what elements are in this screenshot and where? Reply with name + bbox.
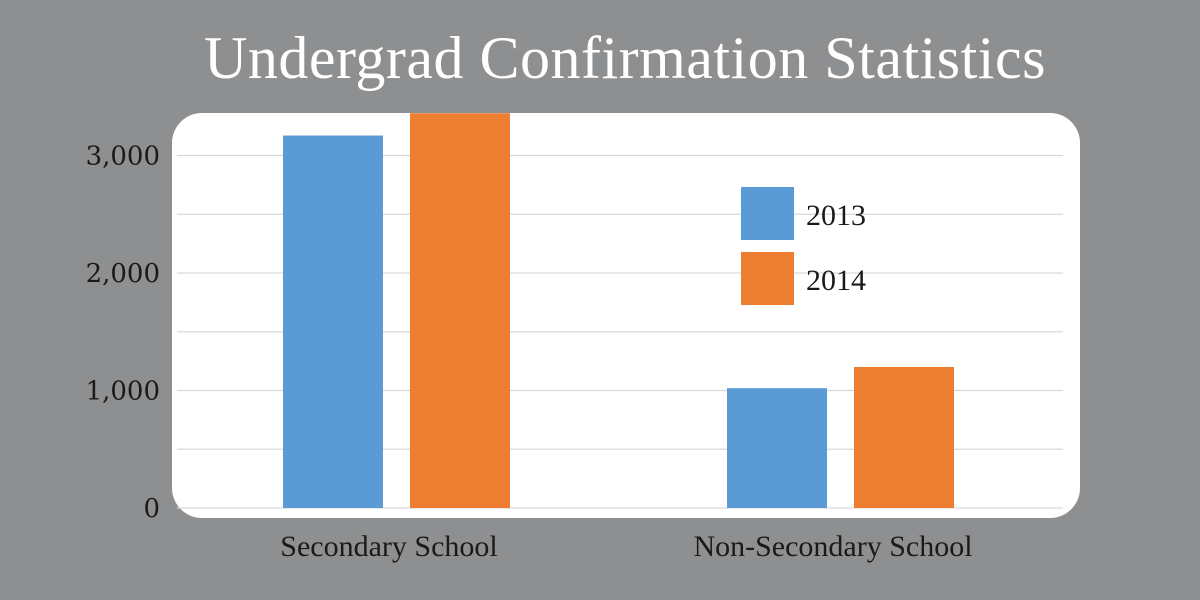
y-tick-label: 0: [143, 494, 160, 524]
x-tick-label: Non-Secondary School: [693, 530, 972, 563]
x-tick-label: Secondary School: [280, 530, 497, 563]
bar-2013-1: [727, 388, 827, 508]
bar-2014-0: [410, 113, 510, 508]
legend-label: 2013: [806, 199, 866, 232]
bar-2013-0: [283, 135, 383, 508]
y-axis-tick-labels: 0 1,000 2,000 3,000: [86, 142, 160, 525]
x-axis-tick-labels: Secondary School Non-Secondary School: [280, 530, 972, 563]
y-tick-label: 3,000: [86, 142, 160, 172]
legend-swatch: [741, 187, 794, 240]
bar-2014-1: [854, 367, 954, 508]
bars: [283, 113, 954, 508]
legend: 2013 2014: [741, 187, 866, 305]
legend-swatch: [741, 252, 794, 305]
y-tick-label: 1,000: [86, 377, 160, 407]
legend-label: 2014: [806, 264, 866, 297]
chart-title: Undergrad Confirmation Statistics: [204, 25, 1046, 91]
y-tick-label: 2,000: [86, 259, 160, 289]
